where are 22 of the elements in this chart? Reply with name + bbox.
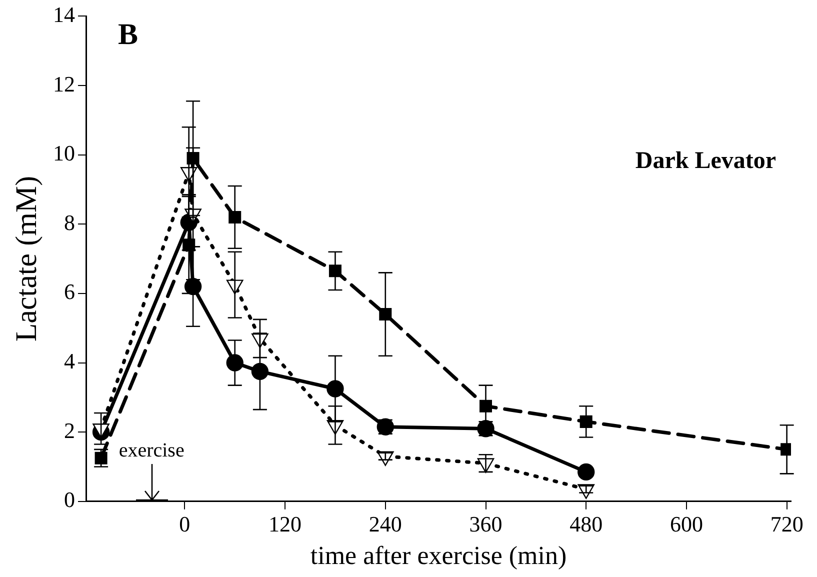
annotation: exercise	[118, 440, 184, 462]
y-tick-label: 12	[53, 71, 75, 96]
y-tick-label: 6	[64, 279, 75, 304]
x-tick-label: 240	[368, 511, 402, 536]
x-tick-label: 720	[770, 511, 804, 536]
annotation: Dark Levator	[635, 148, 776, 174]
annotation: B	[118, 18, 138, 51]
x-axis-title: time after exercise (min)	[310, 541, 567, 570]
x-tick-label: 0	[179, 511, 190, 536]
y-tick-label: 4	[64, 348, 75, 374]
y-axis-title: Lactate (mM)	[10, 176, 43, 342]
y-tick-label: 10	[53, 140, 75, 166]
x-tick-label: 600	[670, 511, 703, 536]
point	[251, 362, 269, 380]
y-tick-label: 14	[53, 2, 75, 27]
x-tick-label: 360	[469, 511, 502, 536]
x-tick-label: 480	[570, 511, 603, 536]
point	[326, 380, 344, 398]
y-tick-label: 8	[64, 210, 75, 235]
y-tick-label: 0	[64, 487, 75, 512]
x-tick-label: 120	[268, 511, 302, 536]
y-tick-label: 2	[64, 418, 75, 443]
